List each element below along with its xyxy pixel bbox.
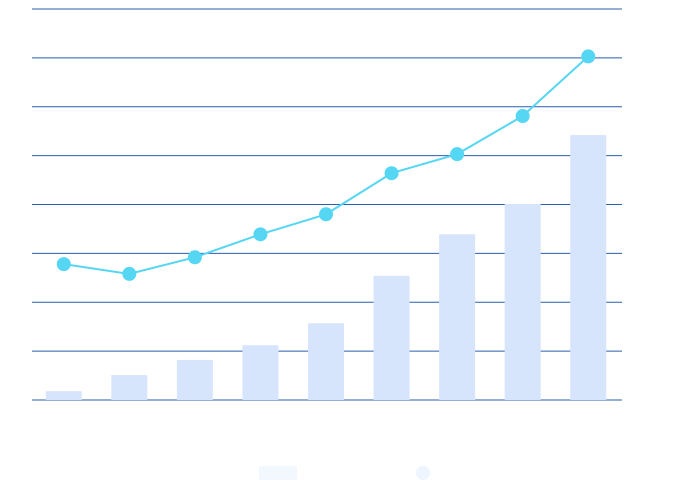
line-point[interactable]	[253, 227, 268, 242]
legend	[259, 466, 430, 480]
line-point[interactable]	[384, 166, 399, 181]
bar[interactable]	[176, 359, 213, 400]
line-point[interactable]	[581, 49, 596, 64]
bar[interactable]	[570, 135, 607, 400]
legend-bar-swatch[interactable]	[259, 466, 297, 480]
bar-series	[45, 135, 607, 400]
bar[interactable]	[45, 391, 82, 400]
bar[interactable]	[504, 204, 541, 400]
bar[interactable]	[373, 275, 410, 400]
legend-line-swatch[interactable]	[416, 466, 430, 480]
line-point[interactable]	[56, 257, 71, 272]
line-point[interactable]	[450, 147, 465, 162]
bar[interactable]	[308, 323, 344, 400]
line-series	[56, 49, 596, 281]
bar[interactable]	[242, 345, 279, 400]
line-point[interactable]	[187, 250, 202, 265]
line-point[interactable]	[515, 109, 530, 124]
gridlines	[32, 8, 622, 401]
line-point[interactable]	[319, 207, 333, 222]
line-point[interactable]	[122, 266, 137, 281]
bar[interactable]	[111, 375, 148, 400]
bar[interactable]	[439, 234, 476, 400]
